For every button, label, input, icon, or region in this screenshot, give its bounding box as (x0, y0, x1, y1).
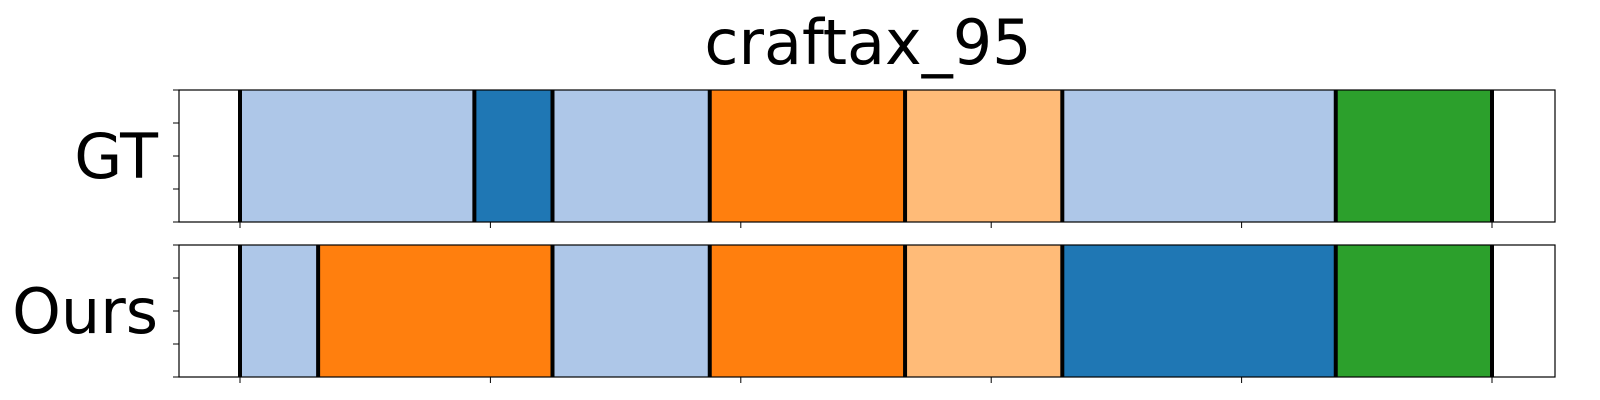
segment-orange (709, 90, 906, 222)
segment-green (1335, 245, 1492, 377)
segment-light-orange (905, 245, 1063, 377)
segment-orange (318, 245, 553, 377)
segment-light-blue (240, 245, 319, 377)
row-label: Ours (12, 275, 158, 348)
chart-title: craftax_95 (704, 6, 1031, 79)
segment-light-blue (552, 90, 710, 222)
row-gt: GT (74, 89, 1556, 228)
segment-light-blue (1062, 90, 1336, 222)
segment-blue (1062, 245, 1336, 377)
rows-layer: GT Ours (12, 89, 1556, 383)
segment-green (1335, 90, 1492, 222)
segment-light-blue (552, 245, 710, 377)
row-ours: Ours (12, 244, 1556, 383)
segment-orange (709, 245, 906, 377)
segment-light-orange (905, 90, 1063, 222)
segment-blue (474, 90, 553, 222)
row-label: GT (74, 120, 159, 193)
segment-light-blue (240, 90, 475, 222)
